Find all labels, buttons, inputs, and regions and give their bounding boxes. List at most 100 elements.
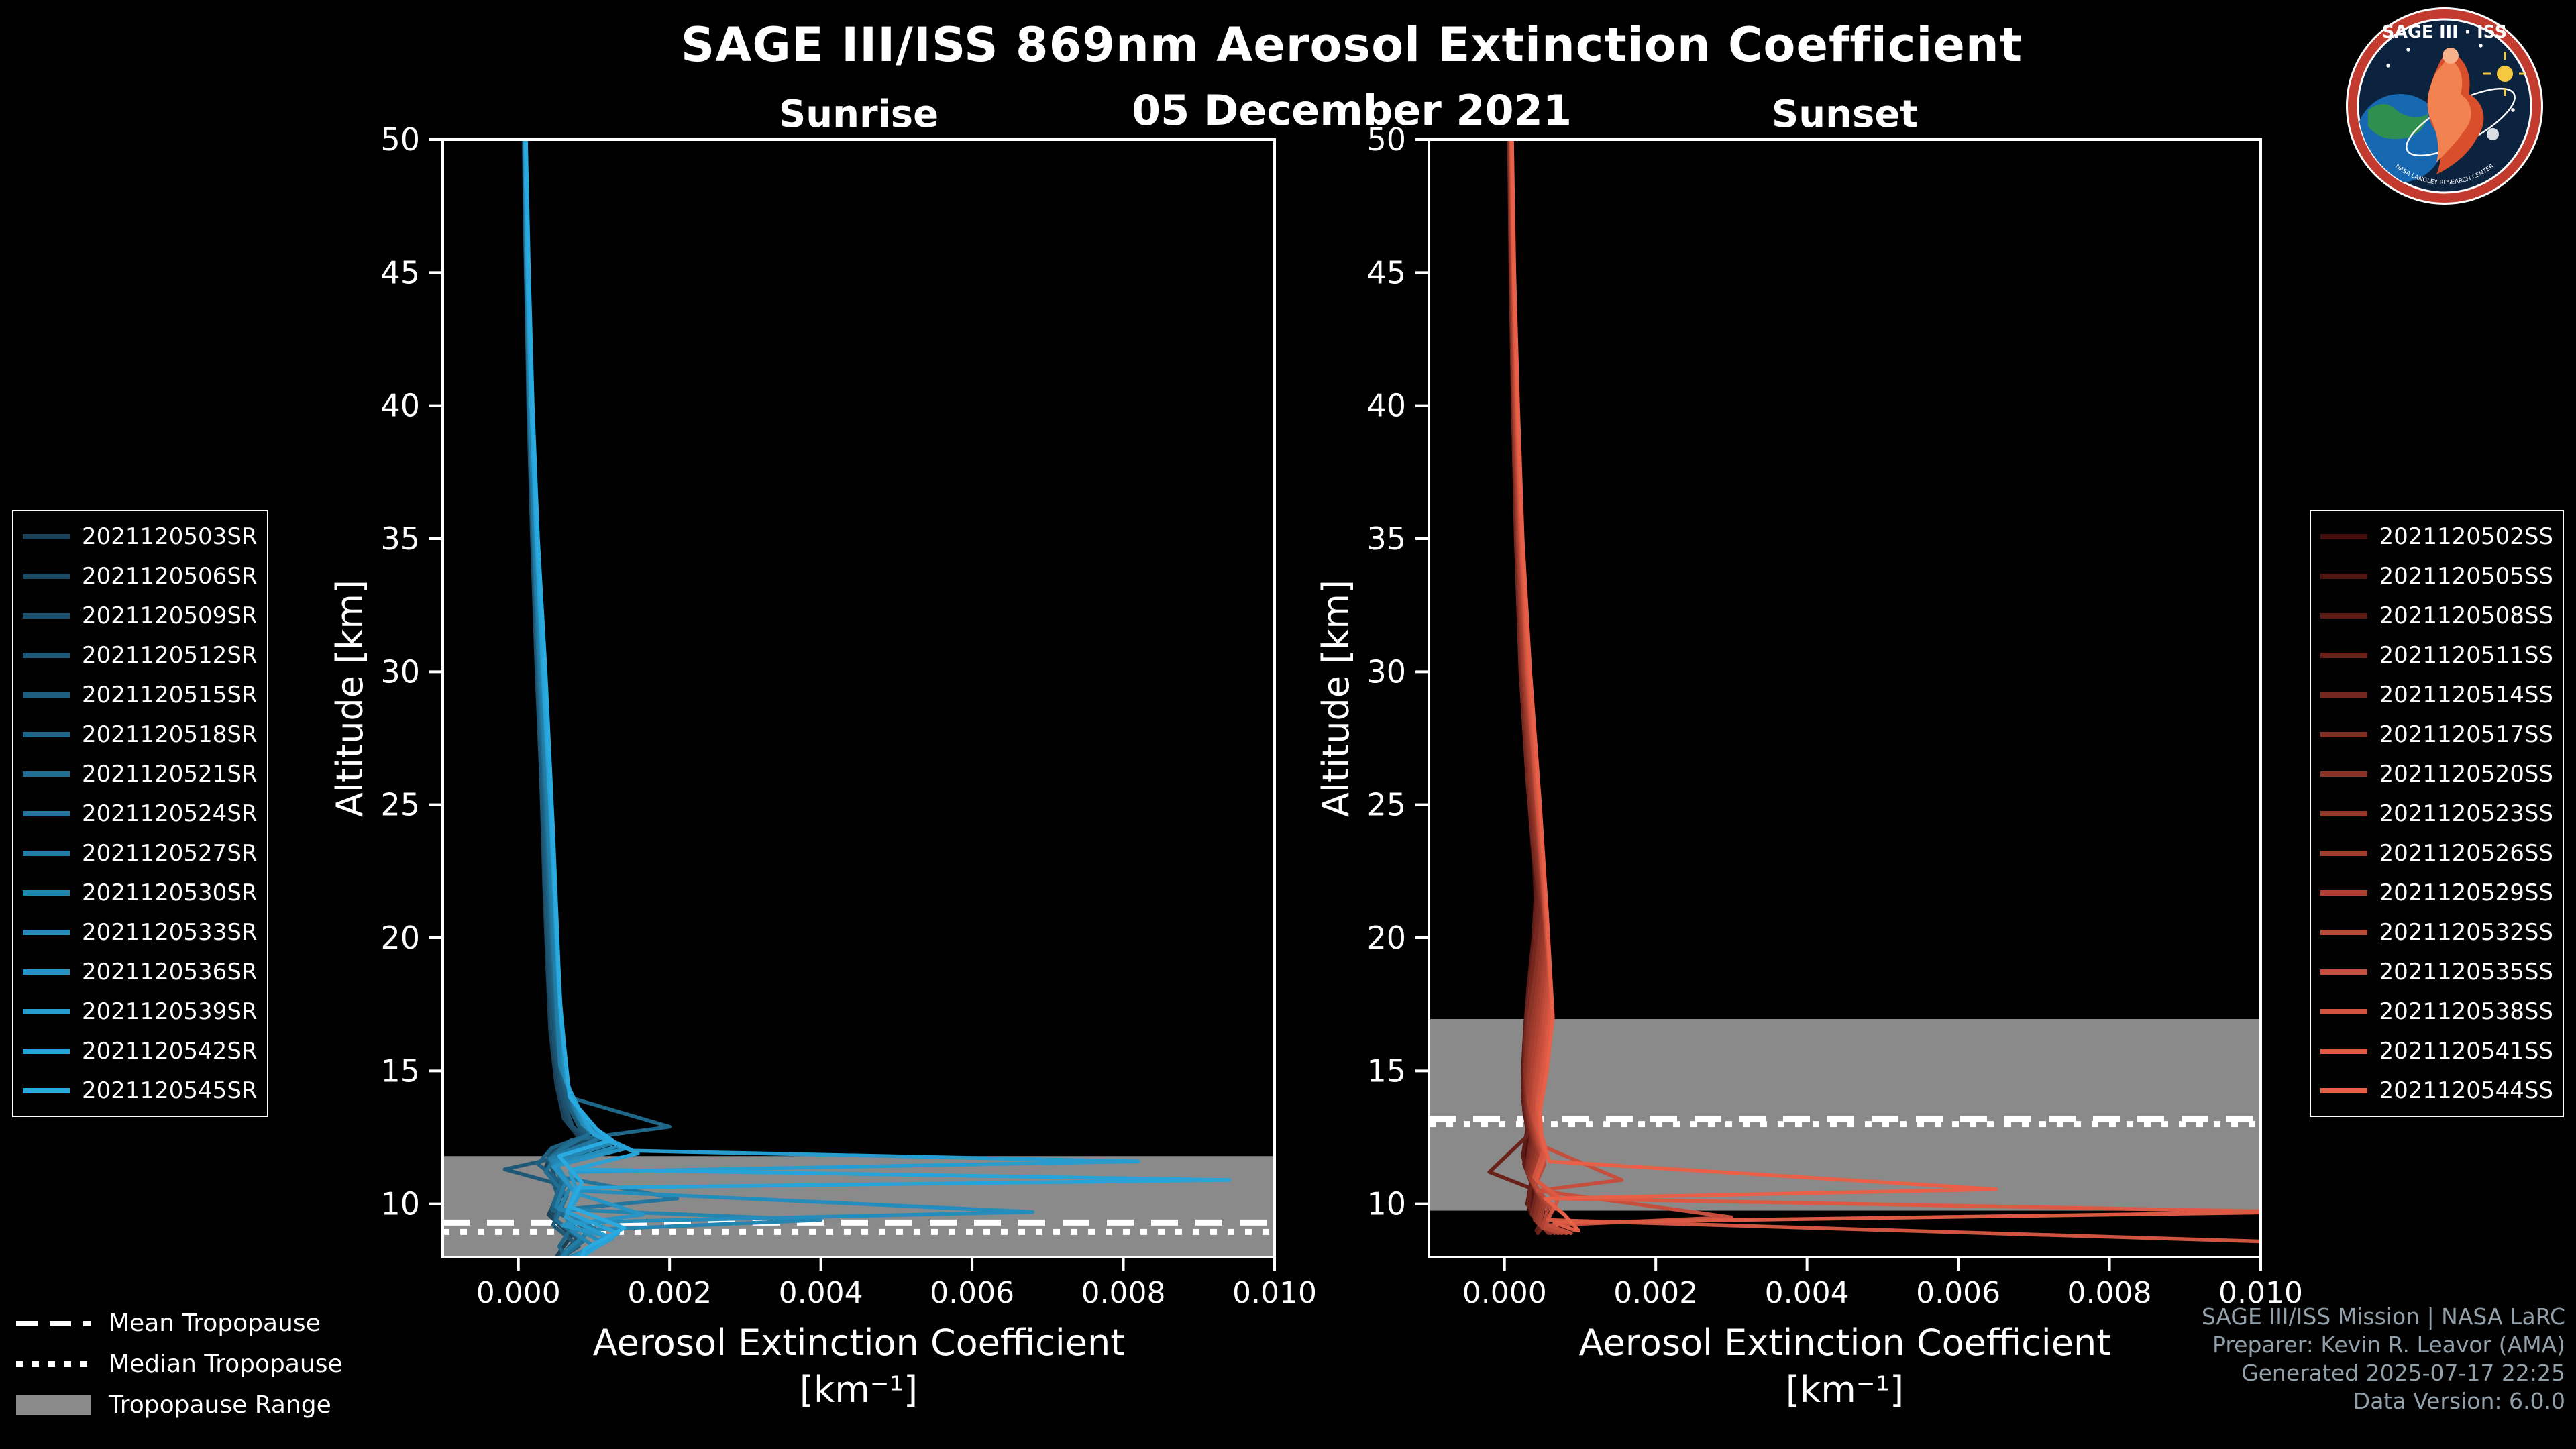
y-tick-label: 10 — [380, 1186, 420, 1222]
legend-item: 2021120533SR — [23, 912, 258, 952]
credits-data-version: Data Version: 6.0.0 — [2353, 1388, 2565, 1414]
legend-item: 2021120511SS — [2320, 635, 2553, 675]
legend-label: 2021120532SS — [2379, 918, 2553, 946]
star-icon — [2479, 44, 2483, 48]
sunrise-plot-area — [443, 140, 1275, 1257]
legend-swatch — [23, 810, 70, 816]
legend-swatch — [2320, 692, 2367, 698]
legend-item: 2021120503SR — [23, 517, 258, 556]
legend-swatch — [2320, 1087, 2367, 1093]
sunrise-series-legend: 2021120503SR 2021120506SR 2021120509SR 2021… — [12, 510, 268, 1117]
logo-title: SAGE III · ISS — [2382, 22, 2507, 42]
legend-label: 2021120505SS — [2379, 562, 2553, 590]
profile-2021120533SR — [524, 140, 1035, 1257]
legend-label: 2021120524SR — [82, 800, 258, 827]
legend-label: 2021120539SR — [82, 998, 258, 1025]
x-tick-label: 0.006 — [1916, 1276, 2000, 1310]
figure-head — [2443, 48, 2459, 64]
legend-item: 2021120541SS — [2320, 1031, 2553, 1071]
sunrise-panel-title: Sunrise — [778, 93, 939, 136]
legend-swatch — [23, 890, 70, 896]
legend-item: 2021120542SR — [23, 1031, 258, 1071]
x-tick-label: 0.004 — [779, 1276, 863, 1310]
legend-item: 2021120505SS — [2320, 556, 2553, 596]
y-axis-label: Altitude [km] — [1315, 580, 1357, 817]
sunset-plot-area — [1429, 140, 2261, 1244]
legend-item: 2021120517SS — [2320, 714, 2553, 754]
sun-rays — [2483, 52, 2527, 96]
legend-label: 2021120512SR — [82, 641, 258, 669]
y-tick-label: 15 — [380, 1053, 420, 1089]
dashed-line-sample — [16, 1320, 91, 1326]
legend-item: 2021120545SR — [23, 1071, 258, 1110]
legend-swatch — [23, 731, 70, 737]
legend-label: 2021120523SS — [2379, 800, 2553, 827]
y-tick-label: 15 — [1366, 1053, 1406, 1089]
legend-label: 2021120530SR — [82, 879, 258, 906]
legend-item: 2021120515SR — [23, 675, 258, 714]
credits-generated: Generated 2025-07-17 22:25 — [2241, 1360, 2565, 1386]
credits: SAGE III/ISS Mission | NASA LaRC Prepare… — [2202, 1303, 2565, 1415]
x-tick-label: 0.008 — [1081, 1276, 1166, 1310]
legend-label: 2021120542SR — [82, 1037, 258, 1065]
y-tick-label: 20 — [1366, 920, 1406, 956]
legend-item: 2021120514SS — [2320, 675, 2553, 714]
x-tick-label: 0.000 — [476, 1276, 561, 1310]
tropopause-legend-label: Mean Tropopause — [109, 1309, 321, 1337]
earth-continent — [2368, 104, 2428, 140]
tropopause-legend-label: Median Tropopause — [109, 1350, 343, 1378]
x-tick-label: 0.000 — [1462, 1276, 1547, 1310]
legend-label: 2021120545SR — [82, 1077, 258, 1104]
star-icon — [2406, 48, 2410, 52]
legend-swatch — [23, 612, 70, 619]
legend-item: 2021120526SS — [2320, 833, 2553, 873]
legend-label: 2021120538SS — [2379, 998, 2553, 1025]
legend-swatch — [2320, 533, 2367, 539]
legend-item: 2021120524SR — [23, 794, 258, 833]
tropopause-legend-label: Tropopause Range — [109, 1391, 331, 1419]
legend-label: 2021120506SR — [82, 562, 258, 590]
y-tick-label: 35 — [1366, 521, 1406, 557]
y-tick-label: 40 — [380, 388, 420, 424]
legend-swatch — [2320, 731, 2367, 737]
y-tick-label: 35 — [380, 521, 420, 557]
y-tick-label: 45 — [380, 254, 420, 290]
legend-label: 2021120544SS — [2379, 1077, 2553, 1104]
legend-swatch — [2320, 612, 2367, 619]
legend-item: 2021120527SR — [23, 833, 258, 873]
legend-item: 2021120520SS — [2320, 754, 2553, 794]
profile-2021120545SR — [524, 140, 627, 1257]
profile-2021120539SR — [524, 140, 1140, 1257]
legend-swatch — [2320, 810, 2367, 816]
profile-2021120512SR — [502, 140, 600, 1257]
legend-swatch — [2320, 1048, 2367, 1054]
legend-item: 2021120539SR — [23, 991, 258, 1031]
legend-item: 2021120508SS — [2320, 596, 2553, 635]
x-tick-label: 0.002 — [1613, 1276, 1698, 1310]
legend-item: 2021120535SS — [2320, 952, 2553, 991]
legend-label: 2021120520SS — [2379, 760, 2553, 788]
legend-swatch — [2320, 652, 2367, 658]
y-tick-label: 25 — [1366, 787, 1406, 823]
sunset-series-legend: 2021120502SS 2021120505SS 2021120508SS 2021… — [2309, 510, 2564, 1117]
legend-label: 2021120535SS — [2379, 958, 2553, 985]
legend-swatch — [23, 573, 70, 579]
band-line-sample — [16, 1395, 91, 1415]
sunset-panel-title: Sunset — [1771, 93, 1919, 136]
axes-frame — [441, 138, 1276, 1258]
legend-swatch — [2320, 929, 2367, 935]
legend-swatch — [23, 850, 70, 856]
x-axis-label: Aerosol Extinction Coefficient — [593, 1322, 1125, 1364]
legend-label: 2021120511SS — [2379, 641, 2553, 669]
y-tick-label: 45 — [1366, 254, 1406, 290]
profile-2021120544SS — [1510, 140, 1998, 1233]
legend-swatch — [2320, 969, 2367, 975]
logo-art — [2358, 44, 2527, 182]
legend-swatch — [23, 1087, 70, 1093]
legend-item: 2021120518SR — [23, 714, 258, 754]
legend-item: 2021120509SR — [23, 596, 258, 635]
y-tick-label: 50 — [380, 121, 420, 158]
legend-item: 2021120529SS — [2320, 873, 2553, 912]
